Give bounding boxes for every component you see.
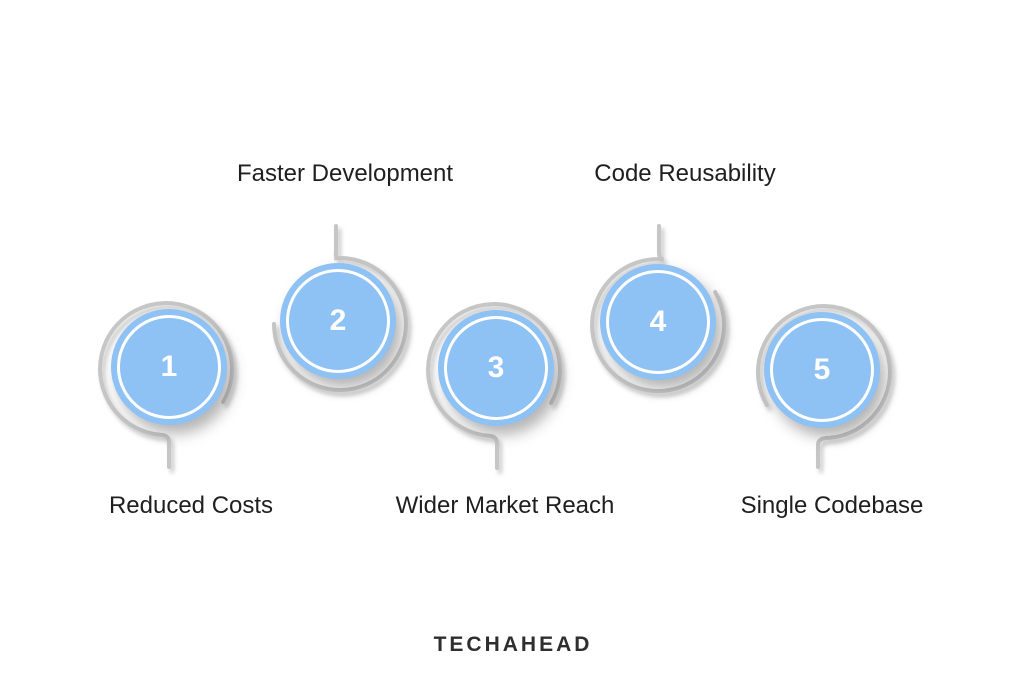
step-number-2: 2 (329, 304, 347, 337)
step-number-5: 5 (813, 353, 831, 386)
step-circle-5: 5 (764, 312, 880, 428)
step-circle-1: 1 (111, 309, 227, 425)
connector-arc-step-4 (590, 224, 727, 393)
connector-arc-step-5 (756, 304, 892, 469)
connector-arc-step-3 (426, 302, 563, 470)
step-label-reduced-costs: Reduced Costs (108, 492, 274, 519)
step-circle-3: 3 (438, 310, 554, 426)
step-label-single-codebase: Single Codebase (740, 492, 924, 519)
step-label-faster-development: Faster Development (236, 160, 454, 187)
step-circle-4: 4 (600, 264, 716, 380)
connector-arc-step-2 (272, 224, 408, 393)
step-circle-2: 2 (280, 263, 396, 379)
step-label-wider-market-reach: Wider Market Reach (395, 492, 615, 519)
step-label-code-reusability: Code Reusability (594, 160, 776, 187)
techahead-logo: TECHAHEAD (433, 633, 593, 656)
connector-arc-step-1 (98, 301, 235, 469)
step-number-1: 1 (160, 350, 178, 383)
step-number-3: 3 (487, 351, 505, 384)
step-number-4: 4 (649, 305, 667, 338)
